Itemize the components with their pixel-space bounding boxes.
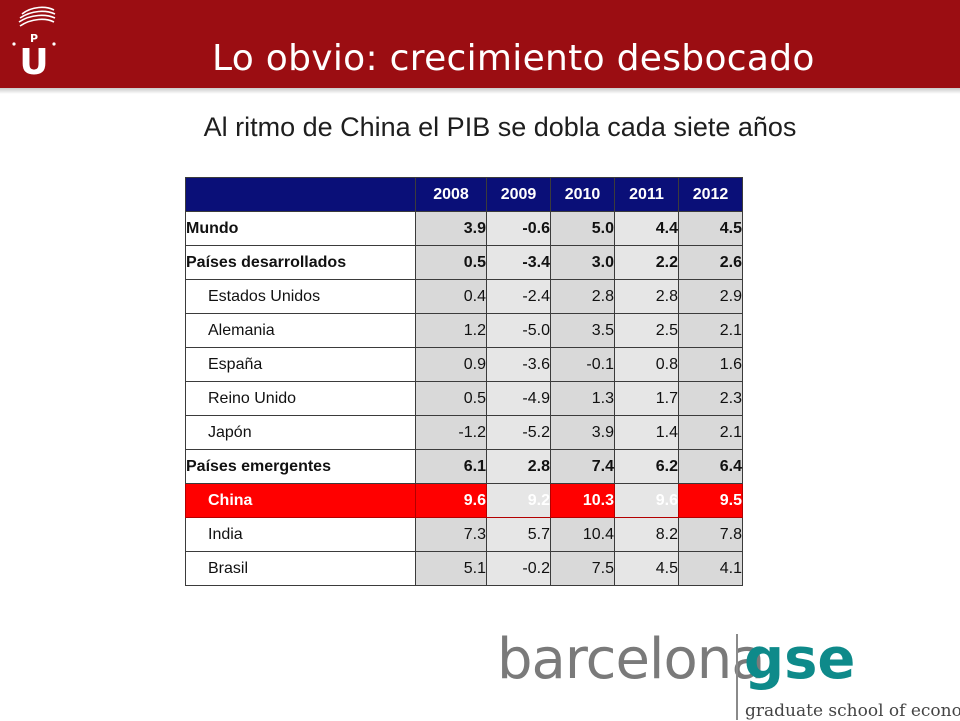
value-cell-2011: 9.6 xyxy=(614,483,679,518)
value-cell-2008: 5.1 xyxy=(415,551,487,586)
year-header-2008: 2008 xyxy=(415,177,487,212)
row-label: Estados Unidos xyxy=(185,279,416,314)
value-cell-2012: 9.5 xyxy=(678,483,743,518)
value-cell-2009: -3.6 xyxy=(486,347,551,382)
table-header-row: 2008 2009 2010 2011 2012 xyxy=(185,177,743,212)
table-row: Reino Unido 0.5 -4.9 1.3 1.7 2.3 xyxy=(185,381,743,416)
value-cell-2008: 0.9 xyxy=(415,347,487,382)
value-cell-2011: 4.4 xyxy=(614,211,679,246)
value-cell-2012: 4.5 xyxy=(678,211,743,246)
year-header-2009: 2009 xyxy=(486,177,551,212)
table-row: Países desarrollados 0.5 -3.4 3.0 2.2 2.6 xyxy=(185,245,743,280)
value-cell-2010: 10.3 xyxy=(550,483,615,518)
value-cell-2012: 2.6 xyxy=(678,245,743,280)
value-cell-2008: 0.4 xyxy=(415,279,487,314)
value-cell-2010: 3.0 xyxy=(550,245,615,280)
logo-letter-p: P xyxy=(30,32,38,45)
value-cell-2012: 1.6 xyxy=(678,347,743,382)
table-row: China 9.6 9.2 10.3 9.6 9.5 xyxy=(185,483,743,518)
value-cell-2009: -0.2 xyxy=(486,551,551,586)
year-header-2010: 2010 xyxy=(550,177,615,212)
value-cell-2010: -0.1 xyxy=(550,347,615,382)
logo-letter-u: U xyxy=(19,42,48,83)
value-cell-2011: 0.8 xyxy=(614,347,679,382)
value-cell-2009: -0.6 xyxy=(486,211,551,246)
row-label: Países desarrollados xyxy=(185,245,416,280)
value-cell-2010: 7.5 xyxy=(550,551,615,586)
row-label: Países emergentes xyxy=(185,449,416,484)
value-cell-2009: 9.2 xyxy=(486,483,551,518)
row-label: Mundo xyxy=(185,211,416,246)
value-cell-2008: 0.5 xyxy=(415,381,487,416)
logo-word-gse: gse xyxy=(744,627,856,692)
logo-word-barcelona: barcelona xyxy=(497,627,766,692)
value-cell-2008: 1.2 xyxy=(415,313,487,348)
value-cell-2009: 5.7 xyxy=(486,517,551,552)
value-cell-2010: 1.3 xyxy=(550,381,615,416)
value-cell-2012: 2.1 xyxy=(678,415,743,450)
value-cell-2009: -3.4 xyxy=(486,245,551,280)
value-cell-2010: 10.4 xyxy=(550,517,615,552)
value-cell-2009: 2.8 xyxy=(486,449,551,484)
logo-divider xyxy=(736,634,738,720)
value-cell-2009: -4.9 xyxy=(486,381,551,416)
row-label: Japón xyxy=(185,415,416,450)
value-cell-2011: 8.2 xyxy=(614,517,679,552)
row-label: India xyxy=(185,517,416,552)
table-row: Brasil 5.1 -0.2 7.5 4.5 4.1 xyxy=(185,551,743,586)
value-cell-2011: 1.7 xyxy=(614,381,679,416)
value-cell-2011: 2.8 xyxy=(614,279,679,314)
value-cell-2010: 3.9 xyxy=(550,415,615,450)
value-cell-2012: 2.9 xyxy=(678,279,743,314)
value-cell-2011: 6.2 xyxy=(614,449,679,484)
row-label: China xyxy=(185,483,416,518)
row-label: España xyxy=(185,347,416,382)
value-cell-2008: -1.2 xyxy=(415,415,487,450)
header-shadow xyxy=(0,88,960,94)
gdp-growth-table: 2008 2009 2010 2011 2012 Mundo 3.9 -0.6 5.0… xyxy=(185,177,743,586)
value-cell-2012: 2.3 xyxy=(678,381,743,416)
value-cell-2008: 0.5 xyxy=(415,245,487,280)
year-header-2012: 2012 xyxy=(678,177,743,212)
table-row: Países emergentes 6.1 2.8 7.4 6.2 6.4 xyxy=(185,449,743,484)
value-cell-2010: 5.0 xyxy=(550,211,615,246)
value-cell-2011: 4.5 xyxy=(614,551,679,586)
value-cell-2012: 6.4 xyxy=(678,449,743,484)
value-cell-2009: -2.4 xyxy=(486,279,551,314)
value-cell-2010: 3.5 xyxy=(550,313,615,348)
table-row: Mundo 3.9 -0.6 5.0 4.4 4.5 xyxy=(185,211,743,246)
value-cell-2012: 4.1 xyxy=(678,551,743,586)
value-cell-2008: 6.1 xyxy=(415,449,487,484)
value-cell-2009: -5.2 xyxy=(486,415,551,450)
row-label: Reino Unido xyxy=(185,381,416,416)
value-cell-2008: 7.3 xyxy=(415,517,487,552)
table-row: España 0.9 -3.6 -0.1 0.8 1.6 xyxy=(185,347,743,382)
table-row: India 7.3 5.7 10.4 8.2 7.8 xyxy=(185,517,743,552)
value-cell-2012: 2.1 xyxy=(678,313,743,348)
upf-logo-icon: P U F xyxy=(12,6,56,83)
row-label: Alemania xyxy=(185,313,416,348)
logo-tagline: graduate school of economics xyxy=(745,701,960,721)
value-cell-2011: 2.2 xyxy=(614,245,679,280)
value-cell-2010: 7.4 xyxy=(550,449,615,484)
table-row: Estados Unidos 0.4 -2.4 2.8 2.8 2.9 xyxy=(185,279,743,314)
value-cell-2011: 2.5 xyxy=(614,313,679,348)
table-row: Alemania 1.2 -5.0 3.5 2.5 2.1 xyxy=(185,313,743,348)
value-cell-2008: 3.9 xyxy=(415,211,487,246)
value-cell-2011: 1.4 xyxy=(614,415,679,450)
logo-letter-f: F xyxy=(31,49,38,60)
value-cell-2012: 7.8 xyxy=(678,517,743,552)
page-title: Lo obvio: crecimiento desbocado xyxy=(212,38,815,79)
year-header-2011: 2011 xyxy=(614,177,679,212)
table-row: Japón -1.2 -5.2 3.9 1.4 2.1 xyxy=(185,415,743,450)
slide-subtitle: Al ritmo de China el PIB se dobla cada s… xyxy=(203,112,797,142)
value-cell-2010: 2.8 xyxy=(550,279,615,314)
value-cell-2008: 9.6 xyxy=(415,483,487,518)
table-body: Mundo 3.9 -0.6 5.0 4.4 4.5 Países desarrollado… xyxy=(185,211,743,586)
row-label: Brasil xyxy=(185,551,416,586)
value-cell-2009: -5.0 xyxy=(486,313,551,348)
header-bar: P U F Lo obvio: crecimiento desbocado xyxy=(0,0,960,88)
table-corner-cell xyxy=(185,177,416,212)
